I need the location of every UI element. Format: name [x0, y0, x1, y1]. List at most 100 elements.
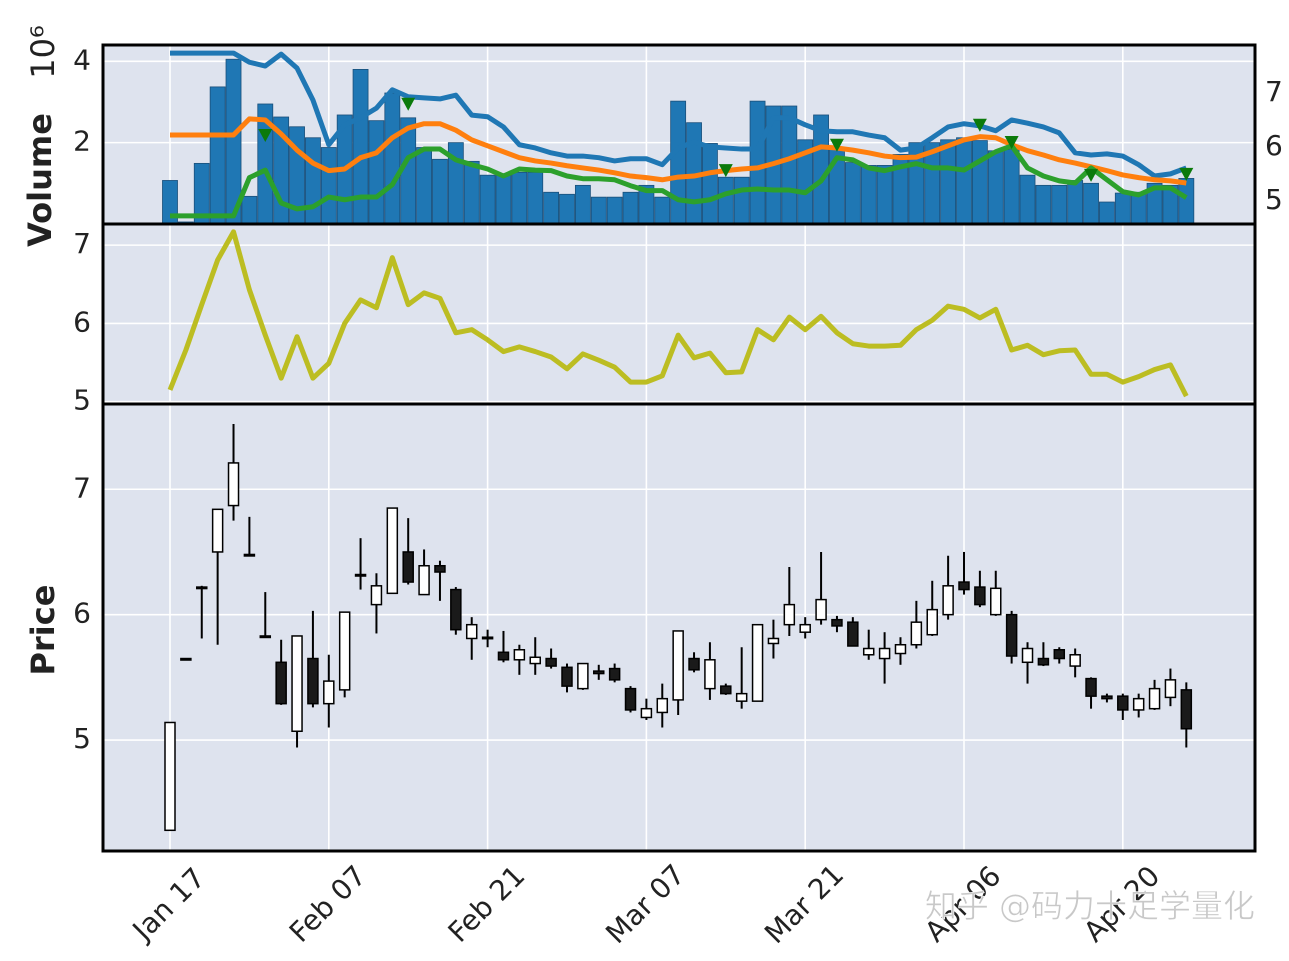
volume-bar: [320, 147, 337, 225]
backgrounds: [103, 45, 1255, 851]
volume-bar: [971, 140, 988, 225]
candle-body: [593, 670, 605, 675]
volume-bar: [1051, 184, 1068, 225]
candle-body: [608, 667, 621, 681]
candle-body: [831, 618, 843, 627]
volume-bar: [1019, 174, 1036, 225]
candle-body: [1069, 654, 1081, 667]
candle-body: [180, 657, 192, 661]
candle-body: [1037, 657, 1050, 666]
volume-bar: [606, 196, 623, 225]
volume-bar: [574, 184, 591, 225]
candle-body: [1053, 649, 1066, 660]
volume-bar: [527, 171, 544, 225]
candle-body: [211, 508, 224, 553]
volume-bar: [733, 176, 750, 225]
volume-bar: [1178, 178, 1195, 225]
candle-body: [1148, 687, 1161, 710]
volume-bar: [305, 137, 321, 225]
y-tick-label: 6: [1265, 129, 1283, 162]
volume-bar: [209, 86, 226, 225]
signal-marker: [401, 97, 416, 111]
volume-bar: [844, 162, 861, 225]
candle-body: [704, 659, 716, 690]
volume-bar: [543, 191, 560, 225]
candle-body: [323, 680, 335, 705]
y-tick-label: 5: [1265, 183, 1283, 216]
volume-bar: [1003, 149, 1020, 225]
candle-body: [354, 573, 367, 577]
volume-bar: [590, 196, 607, 225]
volume-bar: [876, 165, 893, 225]
moving-average-line: [170, 50, 1188, 179]
volume-bar: [384, 92, 401, 225]
y-tick-label: 4: [73, 43, 91, 76]
candle-body: [990, 587, 1002, 616]
volume-bar: [352, 69, 369, 225]
volume-bar: [622, 191, 639, 225]
candle-body: [370, 585, 383, 606]
candle-body: [529, 656, 541, 665]
candle-body: [942, 585, 954, 616]
candle-body: [561, 666, 573, 687]
candle-body: [497, 651, 510, 661]
signal-marker: [1084, 168, 1099, 182]
indicator-line: [167, 229, 1189, 398]
candle-body: [783, 603, 796, 626]
volume-bar: [1067, 180, 1084, 225]
candle-body: [481, 636, 494, 640]
candle-body: [624, 687, 637, 711]
candle-body: [1180, 689, 1193, 730]
volume-bar: [241, 195, 258, 225]
candle-body: [386, 507, 399, 595]
candle-body: [164, 721, 176, 832]
volume-bar: [495, 174, 512, 225]
volume-bar: [511, 171, 528, 225]
moving-average-line: [170, 116, 1187, 186]
price-label: Price: [24, 585, 62, 676]
candle-body: [815, 598, 827, 621]
candle-body: [450, 588, 462, 631]
volume-bar: [987, 150, 1004, 225]
moving-average-line: [170, 143, 1188, 219]
volume-bar: [479, 174, 496, 225]
candle-body: [577, 662, 589, 690]
candle-body: [958, 581, 970, 591]
candle-body: [735, 692, 748, 702]
volume-bar: [416, 147, 432, 225]
candle-body: [259, 635, 272, 639]
panel-frame: [101, 402, 1257, 853]
x-tick-label: Feb 21: [442, 859, 532, 949]
y-tick-label: 7: [73, 227, 91, 260]
y-tick-label: 6: [73, 305, 91, 338]
candle-body: [640, 707, 653, 719]
candle-body: [1101, 695, 1113, 700]
candle-body: [291, 635, 303, 733]
y-tick-label: 7: [1265, 75, 1283, 108]
y-tick-label: 7: [73, 471, 91, 504]
panel-background: [103, 404, 1255, 851]
volume-bar: [702, 143, 718, 225]
volume-bar: [781, 105, 798, 225]
candle-body: [1085, 677, 1097, 697]
candle-body: [434, 564, 446, 573]
y-tick-label: 6: [73, 597, 91, 630]
volume-bar: [654, 196, 671, 225]
candle-body: [1005, 613, 1018, 657]
frames: [101, 43, 1257, 853]
candle-body: [767, 637, 780, 645]
volume-bar: [432, 158, 448, 225]
candle-body: [878, 647, 891, 660]
candle-body: [720, 685, 732, 695]
signal-marker: [1179, 167, 1194, 181]
candle-body: [656, 697, 669, 714]
candle-body: [418, 564, 430, 596]
volume-label: Volume: [21, 113, 59, 247]
candle-body: [545, 657, 557, 667]
marks: [162, 50, 1195, 832]
candle-body: [974, 586, 986, 606]
volume-bar: [1035, 184, 1052, 225]
candle-body: [307, 657, 319, 705]
candle-body: [227, 462, 240, 507]
